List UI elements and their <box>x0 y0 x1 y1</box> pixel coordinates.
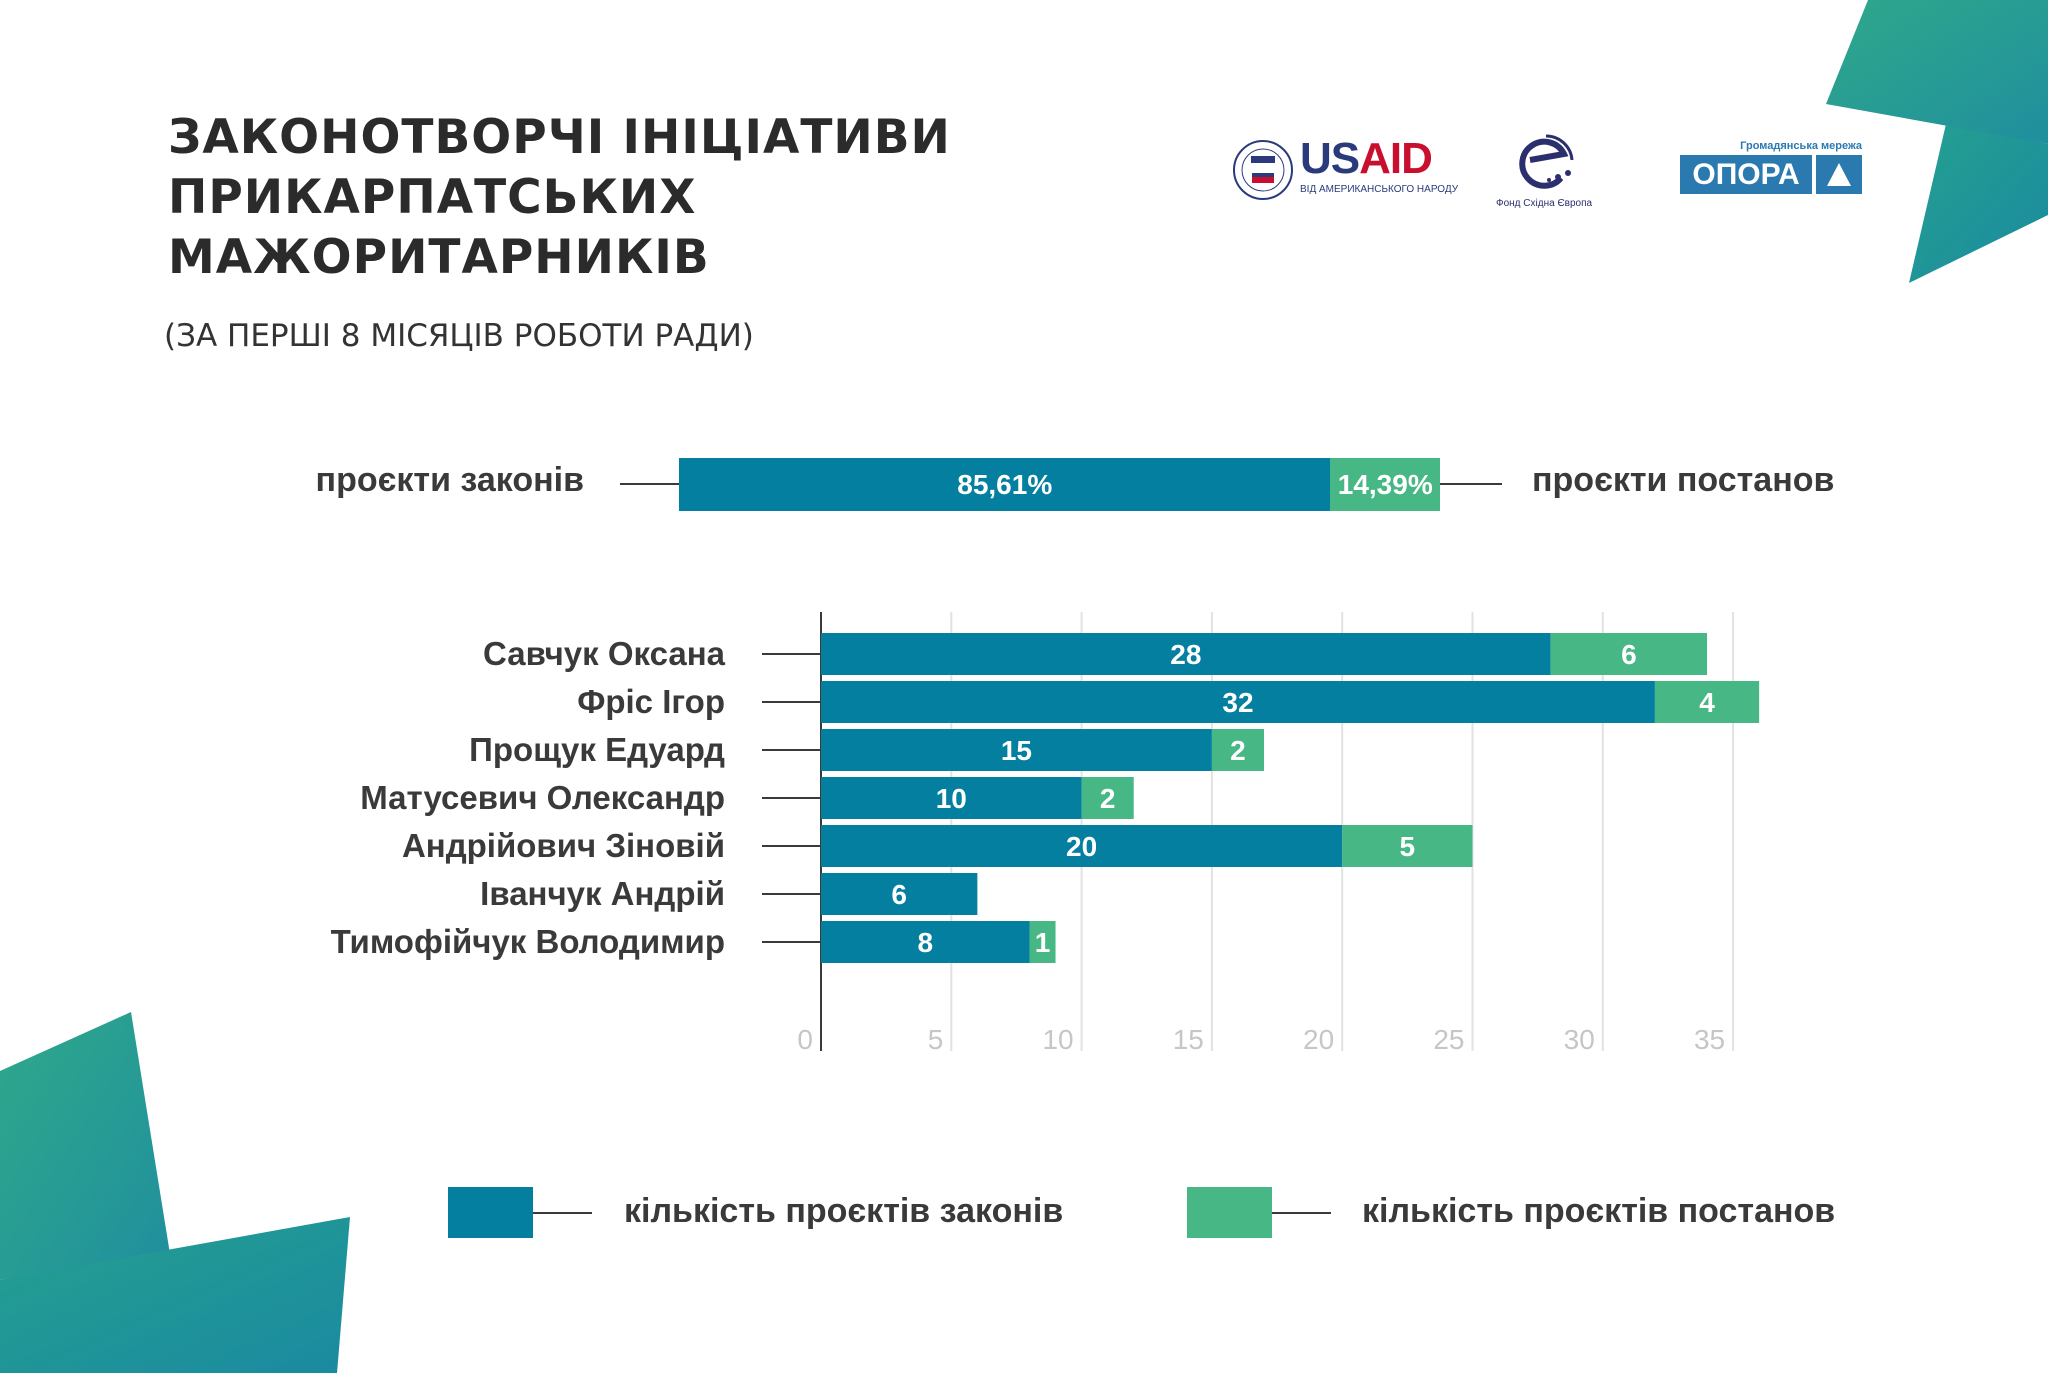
bar-value-label: 8 <box>917 927 933 958</box>
x-tick-label: 10 <box>1042 1024 1073 1055</box>
decor-top-right-back <box>1909 124 2048 283</box>
category-label: Савчук Оксана <box>483 635 726 672</box>
opora-logo: Громадянська мережа ОПОРА <box>1680 140 1862 196</box>
bar-value-label: 6 <box>891 879 907 910</box>
bar-resolutions <box>1550 633 1708 675</box>
bar-value-label: 20 <box>1066 831 1097 862</box>
bar-value-label: 5 <box>1400 831 1416 862</box>
share-laws-segment: 85,61% <box>679 458 1331 511</box>
decor-bottom-left-back <box>0 1012 170 1280</box>
bar-laws <box>821 729 1212 771</box>
bar-laws <box>821 825 1343 867</box>
bar-laws <box>821 681 1655 723</box>
bar-value-label: 2 <box>1100 783 1116 814</box>
bar-laws <box>821 633 1551 675</box>
title-line: ЗАКОНОТВОРЧІ ІНІЦІАТИВИ <box>168 110 951 165</box>
share-left-label: проєкти законів <box>315 461 584 499</box>
x-tick-label: 25 <box>1433 1024 1464 1055</box>
category-label: Фріс Ігор <box>577 683 725 720</box>
x-tick-label: 30 <box>1564 1024 1595 1055</box>
connector-line <box>533 1212 592 1214</box>
eef-icon <box>1519 134 1574 189</box>
connector-line <box>1440 483 1502 485</box>
title-line: ПРИКАРПАТСЬКИХ <box>168 170 697 225</box>
bar-resolutions <box>1029 921 1056 963</box>
x-tick-label: 0 <box>797 1024 813 1055</box>
page-title: ЗАКОНОТВОРЧІ ІНІЦІАТИВИ ПРИКАРПАТСЬКИХ М… <box>168 108 951 288</box>
usaid-logo: USAID ВІД АМЕРИКАНСЬКОГО НАРОДУ <box>1232 136 1458 204</box>
bar-resolutions <box>1342 825 1473 867</box>
opora-triangle-icon <box>1816 155 1862 194</box>
bar-resolutions <box>1211 729 1265 771</box>
decor-bottom-left <box>0 1217 350 1373</box>
x-tick-label: 35 <box>1694 1024 1725 1055</box>
legend-swatch-laws <box>448 1187 533 1238</box>
decor-top-right <box>1826 0 2048 144</box>
bar-laws <box>821 873 978 915</box>
x-tick-label: 20 <box>1303 1024 1334 1055</box>
category-label: Андрійович Зіновій <box>402 827 725 864</box>
eef-logo: Фонд Східна Європа <box>1496 130 1606 210</box>
share-right-label: проєкти постанов <box>1532 461 1835 499</box>
bar-value-label: 15 <box>1001 735 1032 766</box>
category-label: Іванчук Андрій <box>480 875 725 912</box>
legend-label-resolutions: кількість проєктів постанов <box>1362 1192 1836 1230</box>
bar-value-label: 2 <box>1230 735 1246 766</box>
share-resolutions-value: 14,39% <box>1337 468 1433 500</box>
connector-line <box>1272 1212 1331 1214</box>
x-tick-label: 5 <box>928 1024 944 1055</box>
bar-resolutions <box>1654 681 1760 723</box>
title-line: МАЖОРИТАРНИКІВ <box>168 230 710 285</box>
bar-value-label: 32 <box>1222 687 1253 718</box>
page-subtitle: (ЗА ПЕРШІ 8 МІСЯЦІВ РОБОТИ РАДИ) <box>164 318 754 354</box>
category-label: Прощук Едуард <box>469 731 725 768</box>
x-tick-label: 15 <box>1173 1024 1204 1055</box>
share-laws-value: 85,61% <box>957 468 1053 500</box>
connector-line <box>620 483 679 485</box>
bar-value-label: 10 <box>936 783 967 814</box>
bar-value-label: 4 <box>1699 687 1715 718</box>
category-label: Тимофійчук Володимир <box>331 923 725 960</box>
legend-swatch-resolutions <box>1187 1187 1272 1238</box>
bar-value-label: 6 <box>1621 639 1637 670</box>
usaid-seal-icon <box>1233 140 1293 200</box>
share-resolutions-segment: 14,39% <box>1330 458 1440 511</box>
bar-value-label: 1 <box>1035 927 1051 958</box>
bar-laws <box>821 777 1082 819</box>
bar-laws <box>821 921 1030 963</box>
category-label: Матусевич Олександр <box>360 779 725 816</box>
bar-resolutions <box>1081 777 1134 819</box>
legend-label-laws: кількість проєктів законів <box>624 1192 1064 1230</box>
bar-value-label: 28 <box>1170 639 1201 670</box>
